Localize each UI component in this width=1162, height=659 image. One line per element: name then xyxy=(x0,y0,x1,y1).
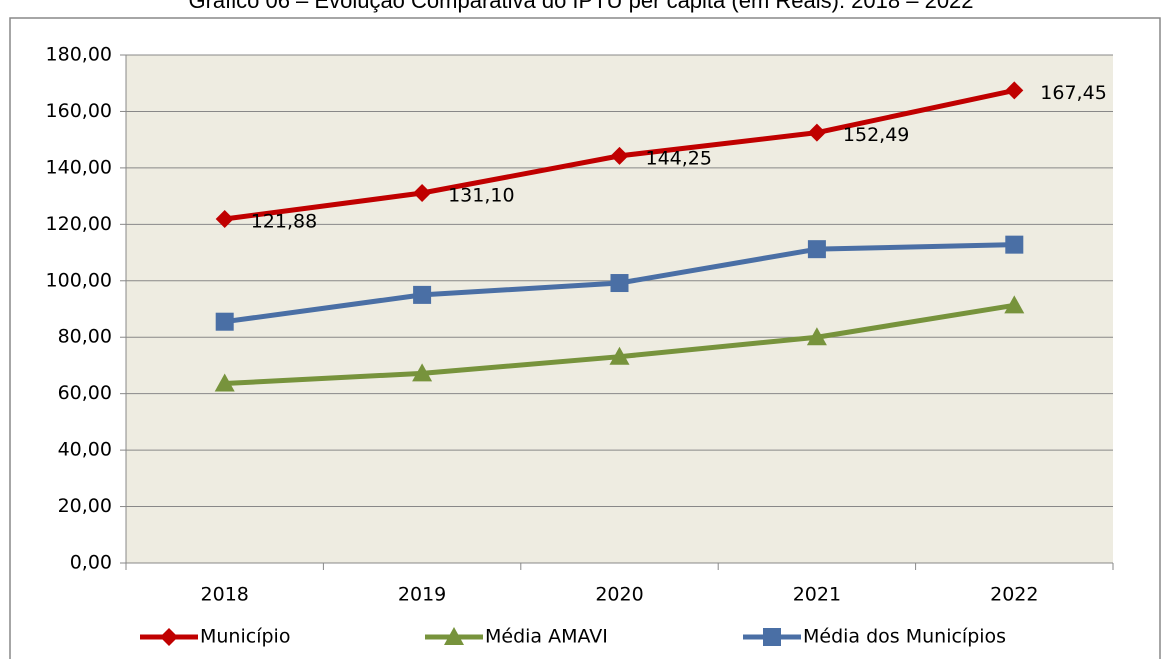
marker xyxy=(610,146,629,165)
y-tick-label: 180,00 xyxy=(46,44,112,66)
y-tick-label: 60,00 xyxy=(58,382,112,404)
data-label: 121,88 xyxy=(251,211,317,233)
marker xyxy=(807,240,826,259)
y-tick-label: 0,00 xyxy=(70,552,112,574)
marker xyxy=(413,184,432,203)
data-label: 152,49 xyxy=(843,124,909,146)
x-tick-label: 2020 xyxy=(595,584,643,606)
marker xyxy=(610,274,629,293)
data-label: 131,10 xyxy=(448,185,514,207)
marker xyxy=(160,628,178,646)
marker xyxy=(412,363,433,382)
marker xyxy=(763,628,781,646)
legend-label: Média dos Municípios xyxy=(803,626,1006,648)
marker xyxy=(1005,81,1024,100)
y-tick-label: 120,00 xyxy=(46,213,112,235)
y-tick-label: 100,00 xyxy=(46,269,112,291)
y-tick-label: 40,00 xyxy=(58,439,112,461)
marker xyxy=(215,312,234,331)
chart-title: Gráfico 06 – Evolução Comparativa do IPT… xyxy=(188,0,973,13)
y-tick-label: 160,00 xyxy=(46,100,112,122)
plot-area xyxy=(126,55,1113,563)
legend-label: Média AMAVI xyxy=(485,626,608,648)
marker xyxy=(807,123,826,142)
marker xyxy=(609,346,630,365)
x-tick-label: 2019 xyxy=(398,584,446,606)
y-tick-label: 20,00 xyxy=(58,495,112,517)
marker xyxy=(215,210,234,229)
y-tick-label: 140,00 xyxy=(46,156,112,178)
y-tick-label: 80,00 xyxy=(58,326,112,348)
x-tick-label: 2022 xyxy=(990,584,1038,606)
marker xyxy=(806,327,827,346)
marker xyxy=(413,285,432,304)
marker xyxy=(1005,235,1024,254)
legend-label: Município xyxy=(200,626,290,648)
x-tick-label: 2021 xyxy=(793,584,841,606)
x-tick-label: 2018 xyxy=(201,584,249,606)
data-label: 167,45 xyxy=(1040,82,1106,104)
marker xyxy=(214,373,235,392)
marker xyxy=(444,627,464,645)
marker xyxy=(1004,295,1025,314)
data-label: 144,25 xyxy=(646,147,712,169)
